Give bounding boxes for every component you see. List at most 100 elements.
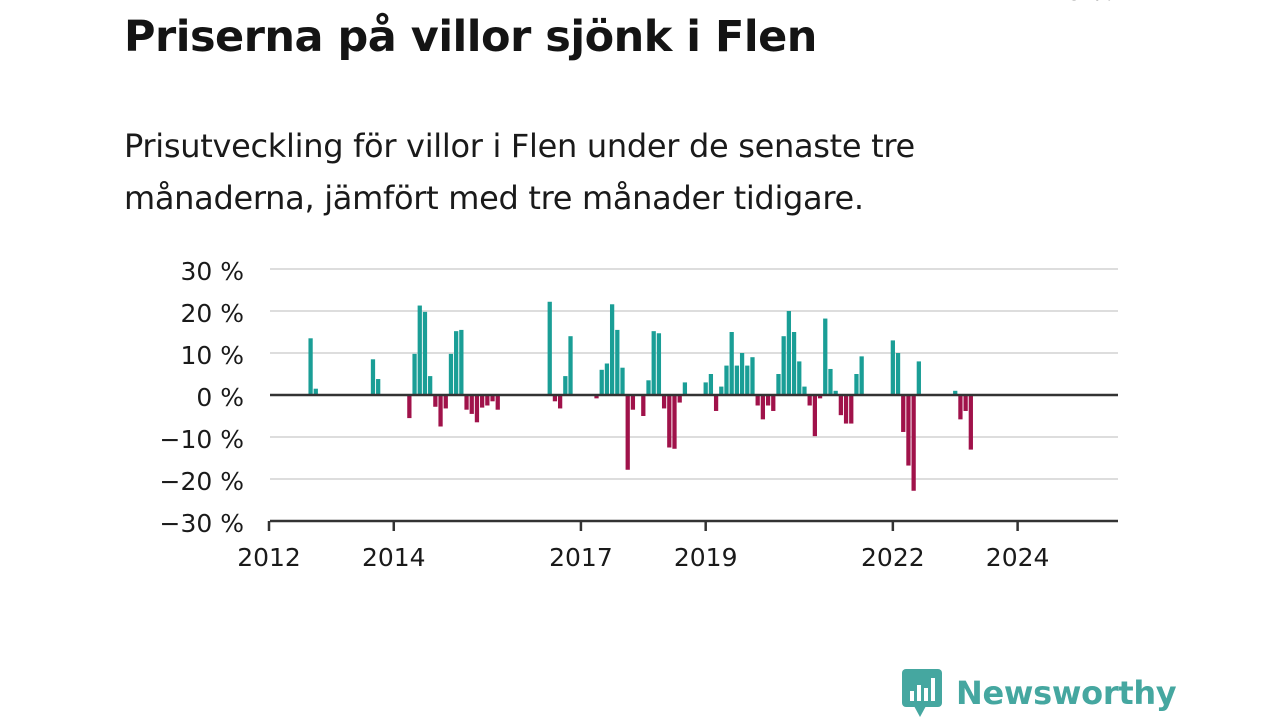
bar [849, 395, 854, 424]
bar [745, 365, 750, 395]
y-tick-label: 0 % [196, 383, 244, 412]
bar [370, 359, 376, 395]
bar [812, 395, 817, 437]
bar [547, 301, 552, 395]
bar [807, 395, 812, 406]
brand-logo: Newsworthy [902, 668, 1177, 718]
bar [786, 311, 792, 395]
bar [428, 376, 433, 395]
y-tick-label: −20 % [160, 467, 244, 496]
bar [817, 395, 823, 399]
bar [656, 333, 662, 395]
y-tick-label: 10 % [180, 341, 244, 370]
bar [599, 369, 604, 395]
bar [480, 395, 485, 408]
bar [594, 395, 599, 399]
bar [308, 338, 313, 395]
y-tick-label: 20 % [180, 299, 244, 328]
bar [765, 395, 771, 406]
bar [563, 376, 568, 395]
x-tick-label: 2022 [861, 543, 925, 572]
bar [713, 395, 719, 411]
bar [454, 331, 459, 395]
y-tick-label: 30 % [180, 257, 244, 286]
bar [755, 395, 760, 406]
bar [615, 329, 620, 395]
bar [823, 318, 828, 395]
bar [376, 379, 381, 395]
bar [646, 380, 651, 395]
bar [443, 395, 448, 409]
bar [667, 395, 672, 448]
bar [448, 353, 454, 395]
bar [422, 311, 428, 395]
bar [485, 395, 490, 406]
bar [464, 395, 469, 410]
bar [771, 395, 776, 411]
bar [916, 361, 921, 395]
x-tick-label: 2019 [674, 543, 738, 572]
bar [682, 382, 688, 395]
bar [906, 395, 911, 466]
bar [734, 365, 740, 395]
brand-name: Newsworthy [956, 674, 1177, 712]
bar [843, 395, 849, 424]
x-tick-label: 2024 [986, 543, 1050, 572]
chart-title: Priserna på villor sjönk i Flen [124, 12, 817, 62]
bar [661, 395, 667, 409]
bar [407, 395, 412, 419]
bar-chart: 30 % 20 % 10 % 0 % −10 % −20 % −30 % 2012 2014 20… [160, 0, 1118, 572]
bar [838, 395, 843, 416]
bar [739, 353, 745, 395]
bar [833, 390, 838, 395]
bar [781, 336, 786, 395]
y-tick-label: −10 % [160, 425, 244, 454]
bar [750, 357, 755, 395]
y-tick-label: −30 % [160, 509, 244, 538]
bar [417, 305, 422, 395]
bar [469, 395, 474, 414]
bar [557, 395, 563, 409]
bar [433, 395, 438, 407]
bar [802, 386, 807, 395]
bar [911, 395, 916, 491]
bar [901, 395, 906, 432]
bar [641, 395, 646, 416]
bar [625, 395, 630, 470]
bar [651, 331, 656, 395]
newsworthy-logo-icon [902, 669, 942, 717]
bar [708, 374, 714, 395]
bar [953, 390, 958, 395]
bar [963, 395, 968, 411]
bar [438, 395, 443, 427]
bar [724, 365, 729, 395]
bar [791, 332, 797, 395]
bar [890, 340, 895, 395]
bar [412, 353, 417, 395]
bar [968, 395, 973, 450]
bar [474, 395, 480, 423]
bar [828, 368, 833, 395]
bar [459, 329, 464, 395]
bar [604, 363, 610, 395]
bar [729, 332, 734, 395]
bar [313, 388, 318, 395]
bar [672, 395, 677, 449]
chart-subtitle: Prisutveckling för villor i Flen under d… [124, 127, 915, 217]
bar [630, 395, 636, 410]
annotation-label: −13 % [1030, 0, 1114, 6]
bar [776, 374, 781, 395]
bar [958, 395, 963, 420]
x-tick-label: 2017 [549, 543, 613, 572]
bar [677, 395, 682, 403]
bar [895, 353, 901, 395]
bar [609, 304, 615, 395]
bar [568, 336, 573, 395]
x-tick-label: 2014 [362, 543, 426, 572]
bar [719, 386, 724, 395]
bar [490, 395, 495, 402]
bar [797, 361, 802, 395]
bar [760, 395, 766, 420]
bar [620, 367, 625, 395]
bar [703, 382, 708, 395]
